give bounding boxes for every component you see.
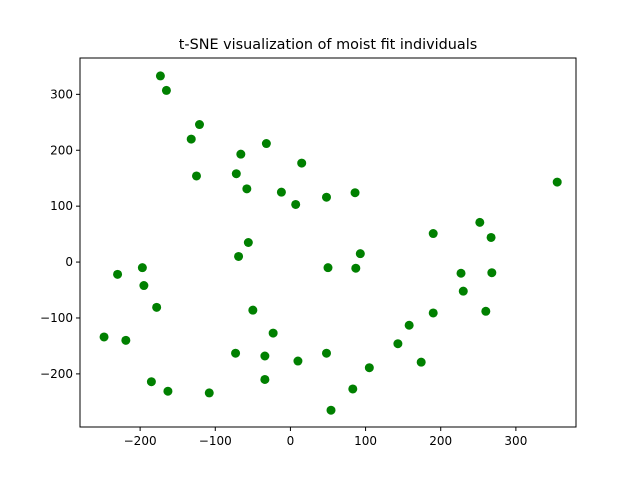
- data-point: [137, 263, 147, 273]
- data-point: [268, 328, 278, 338]
- data-point: [404, 320, 414, 330]
- y-tick-label: 200: [50, 143, 73, 157]
- data-point: [231, 169, 241, 179]
- data-point: [458, 286, 468, 296]
- x-tick-label: 0: [287, 434, 295, 448]
- data-point: [364, 363, 374, 373]
- data-point: [351, 263, 361, 273]
- data-point: [243, 238, 253, 247]
- data-point: [276, 187, 286, 197]
- data-point: [194, 120, 204, 130]
- data-point: [487, 268, 497, 278]
- data-point: [428, 308, 438, 318]
- data-point: [321, 192, 331, 202]
- data-point: [260, 351, 270, 361]
- y-tick-label: −200: [40, 367, 73, 381]
- data-point: [348, 384, 358, 394]
- data-point: [326, 405, 336, 415]
- data-point: [481, 306, 491, 316]
- data-point: [146, 377, 156, 387]
- data-point: [475, 217, 485, 227]
- data-point: [242, 184, 252, 194]
- y-tick-label: 100: [50, 199, 73, 213]
- y-tick-label: −100: [40, 311, 73, 325]
- points-layer: [99, 71, 562, 415]
- data-point: [416, 357, 426, 367]
- data-point: [428, 229, 438, 239]
- data-point: [99, 332, 109, 342]
- y-tick-label: 0: [65, 255, 73, 269]
- data-point: [161, 85, 171, 95]
- x-tick-label: 300: [504, 434, 527, 448]
- data-point: [139, 281, 149, 291]
- data-point: [155, 71, 165, 81]
- data-point: [552, 177, 562, 187]
- data-point: [486, 232, 496, 242]
- x-tick-label: −200: [124, 434, 157, 448]
- data-point: [323, 263, 333, 273]
- data-point: [261, 139, 271, 149]
- data-point: [260, 374, 270, 384]
- data-point: [291, 199, 301, 209]
- data-point: [191, 171, 201, 181]
- data-point: [393, 339, 403, 349]
- data-point: [321, 348, 331, 358]
- x-tick-label: −100: [199, 434, 232, 448]
- data-point: [293, 356, 303, 366]
- x-tick-label: 100: [354, 434, 377, 448]
- data-point: [350, 188, 360, 198]
- data-point: [248, 305, 258, 315]
- x-tick-label: 200: [429, 434, 452, 448]
- data-point: [297, 158, 307, 168]
- ticks-layer: −200 −100 0 100 200 300 −200 −100 0 100 200 300: [40, 87, 527, 448]
- y-tick-label: 300: [50, 87, 73, 101]
- data-point: [456, 268, 466, 278]
- chart-title: t-SNE visualization of moist fit individ…: [179, 37, 477, 53]
- data-point: [113, 269, 123, 279]
- data-point: [121, 335, 131, 345]
- data-point: [234, 251, 244, 261]
- data-point: [204, 388, 214, 398]
- data-point: [355, 249, 365, 259]
- data-point: [236, 149, 246, 159]
- data-point: [231, 348, 241, 358]
- axes-frame: [79, 57, 577, 428]
- data-point: [163, 386, 173, 396]
- data-point: [152, 302, 162, 312]
- data-point: [186, 134, 196, 144]
